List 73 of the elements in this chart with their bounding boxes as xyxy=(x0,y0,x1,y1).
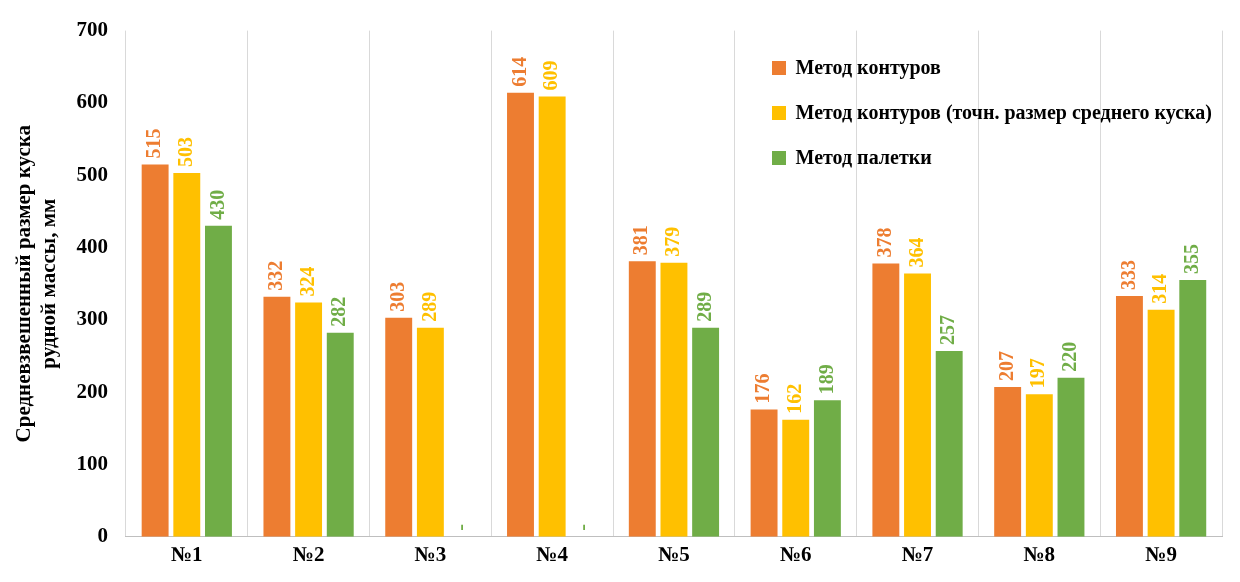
x-tick-label: №8 xyxy=(1023,541,1056,566)
bar xyxy=(628,261,656,537)
data-label: 333 xyxy=(1116,259,1139,290)
x-tick-label: №4 xyxy=(536,541,569,566)
y-tick-label: 100 xyxy=(76,450,108,475)
bar xyxy=(935,350,963,537)
bar xyxy=(295,302,323,537)
data-label: 381 xyxy=(629,225,652,256)
data-label: 378 xyxy=(873,227,896,258)
bar xyxy=(872,263,900,537)
text: - xyxy=(449,524,472,531)
bar xyxy=(904,273,931,537)
data-label: 197 xyxy=(1026,358,1049,389)
bar xyxy=(1179,280,1207,537)
text: - xyxy=(571,524,593,531)
bar xyxy=(385,317,413,537)
data-label: 282 xyxy=(327,296,350,327)
x-tick-label: №5 xyxy=(658,541,690,566)
data-label: 515 xyxy=(142,128,165,159)
bar xyxy=(507,92,534,537)
y-tick-label: 300 xyxy=(76,306,108,331)
y-tick-label: 500 xyxy=(76,161,108,186)
bar xyxy=(205,225,232,537)
bar xyxy=(1057,377,1085,537)
data-label: 503 xyxy=(173,137,196,168)
data-label: 324 xyxy=(295,266,318,297)
bar xyxy=(782,419,810,537)
x-tick-label: №2 xyxy=(292,541,325,566)
data-label: 257 xyxy=(936,314,959,345)
bar xyxy=(326,332,354,537)
legend-label: Метод палетки xyxy=(795,146,932,169)
data-label: 220 xyxy=(1058,341,1081,372)
bar xyxy=(416,327,444,537)
y-tick-label: 200 xyxy=(76,378,108,403)
bar xyxy=(1147,309,1175,537)
bar xyxy=(1115,295,1143,537)
data-label: 176 xyxy=(751,373,774,404)
data-label: 162 xyxy=(782,383,805,414)
data-label: 314 xyxy=(1148,273,1171,304)
y-tick-label: 400 xyxy=(76,233,108,258)
bar xyxy=(538,96,566,537)
data-label: 289 xyxy=(417,291,440,322)
x-tick-label: №7 xyxy=(901,541,934,566)
bar xyxy=(1025,394,1053,537)
data-label: 303 xyxy=(385,281,408,312)
bar xyxy=(692,327,720,537)
data-label: 332 xyxy=(264,260,287,291)
bar xyxy=(660,262,688,537)
bar xyxy=(173,173,201,537)
legend-label: Метод контуров xyxy=(795,56,941,79)
y-tick-label: 0 xyxy=(97,523,108,548)
y-axis-title: Средневзвешенный размер куска рудной массы, мм xyxy=(11,124,61,443)
x-tick-label: №1 xyxy=(170,541,203,566)
x-tick-label: №6 xyxy=(779,541,812,566)
data-label: 379 xyxy=(661,226,684,257)
data-label: 355 xyxy=(1179,244,1202,275)
data-label: 289 xyxy=(692,291,715,322)
x-tick-label: №9 xyxy=(1145,541,1177,566)
y-tick-label: 600 xyxy=(76,89,108,114)
x-tick-label: №3 xyxy=(414,541,447,566)
data-label: 189 xyxy=(814,364,837,395)
bar xyxy=(141,164,169,537)
bar xyxy=(994,387,1022,537)
data-label: 609 xyxy=(539,60,562,91)
data-label: 430 xyxy=(205,189,228,220)
data-label: 364 xyxy=(904,237,927,268)
legend-label: Метод контуров (точн. размер среднего куска) xyxy=(795,101,1212,124)
data-label: 614 xyxy=(507,56,530,87)
data-label: 207 xyxy=(994,351,1017,382)
bar xyxy=(750,409,778,537)
bar xyxy=(263,296,291,537)
y-tick-label: 700 xyxy=(76,17,108,42)
bar xyxy=(813,400,841,537)
